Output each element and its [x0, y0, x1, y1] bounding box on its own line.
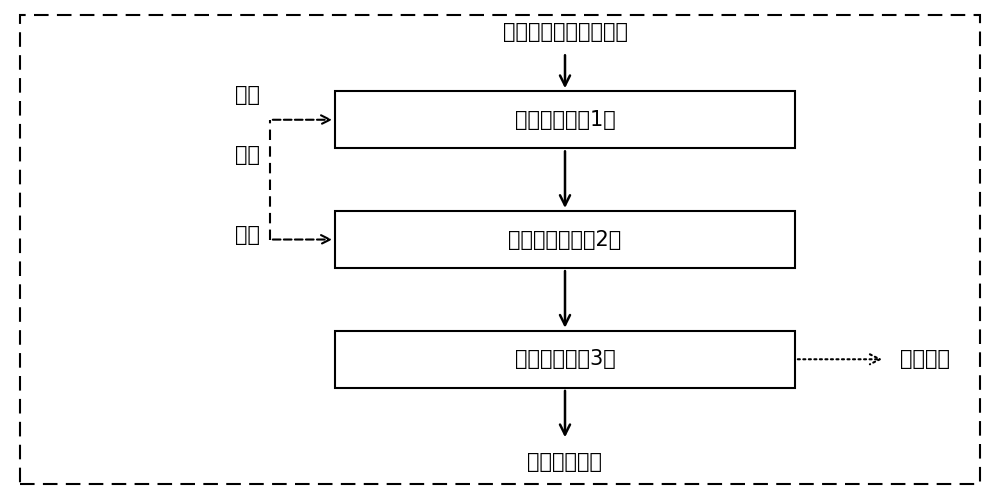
Text: 出水达标排放: 出水达标排放 — [528, 452, 602, 472]
Text: 磁电脱盐器（3）: 磁电脱盐器（3） — [515, 349, 615, 369]
Text: 电絮凝反应器（2）: 电絮凝反应器（2） — [508, 230, 622, 250]
Text: 反冲: 反冲 — [235, 85, 260, 105]
Text: 洗水: 洗水 — [235, 145, 260, 165]
Text: 固体残渣: 固体残渣 — [900, 349, 950, 369]
Text: 回流: 回流 — [235, 225, 260, 245]
Text: 经预处理的垃圾渗滤液: 经预处理的垃圾渗滤液 — [503, 22, 628, 42]
Bar — [335, 91, 795, 149]
Text: 原水调节池（1）: 原水调节池（1） — [515, 110, 615, 130]
Bar — [335, 211, 795, 268]
Bar — [335, 330, 795, 388]
